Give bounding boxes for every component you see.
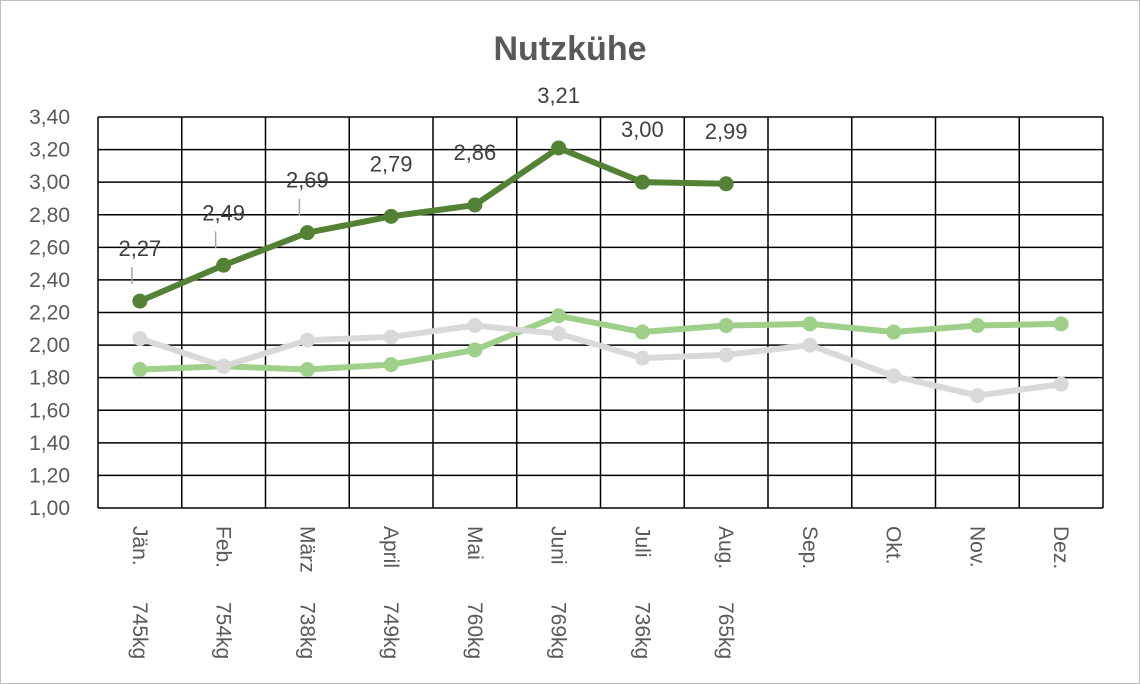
- data-label: 2,49: [202, 200, 245, 225]
- series-point: [718, 347, 734, 363]
- y-tick-label: 1,00: [29, 497, 70, 520]
- x-tick-label: Okt.: [882, 526, 905, 565]
- x-tick-label: Feb.754kg: [212, 526, 235, 659]
- x-tick-label: Aug.765kg: [714, 526, 737, 659]
- series-point: [969, 318, 985, 334]
- data-label: 2,86: [453, 140, 496, 165]
- series-point: [634, 350, 650, 366]
- series-point: [383, 357, 399, 373]
- y-tick-label: 1,20: [29, 464, 70, 487]
- series-point: [132, 293, 148, 309]
- y-tick-label: 1,80: [29, 367, 70, 390]
- series-point: [634, 324, 650, 340]
- y-tick-label: 2,40: [29, 269, 70, 292]
- series-line: [136, 322, 1065, 399]
- y-tick-label: 1,60: [29, 399, 70, 422]
- data-label: 2,69: [286, 168, 329, 193]
- series-point: [467, 318, 483, 334]
- x-tick-label: Juli736kg: [630, 526, 653, 659]
- series-line: [136, 144, 730, 305]
- series-line: [136, 312, 1065, 373]
- series-point: [132, 331, 148, 347]
- data-label: 3,21: [537, 83, 580, 108]
- series-point: [886, 324, 902, 340]
- y-tick-label: 2,00: [29, 334, 70, 357]
- series-point: [216, 257, 232, 273]
- series-point: [299, 332, 315, 348]
- series-point: [551, 140, 567, 156]
- y-tick-label: 1,40: [29, 432, 70, 455]
- series-point: [1053, 376, 1069, 392]
- series-point: [299, 225, 315, 241]
- chart-title: Nutzkühe: [493, 30, 647, 68]
- series-point: [132, 362, 148, 378]
- x-tick-label: Jän.745kg: [128, 526, 151, 659]
- series-point: [383, 208, 399, 224]
- y-tick-label: 2,80: [29, 204, 70, 227]
- x-tick-label: Nov.: [965, 526, 988, 568]
- series-point: [467, 197, 483, 213]
- x-tick-label: April749kg: [379, 526, 402, 659]
- data-label: 2,27: [118, 236, 161, 261]
- series-point: [551, 308, 567, 324]
- series-point: [969, 388, 985, 404]
- x-tick-label: März738kg: [295, 526, 318, 659]
- y-tick-label: 3,40: [29, 106, 70, 129]
- data-label: 2,79: [370, 151, 413, 176]
- series-point: [802, 337, 818, 353]
- y-tick-label: 3,20: [29, 139, 70, 162]
- x-tick-label: Mai760kg: [463, 526, 486, 659]
- series-point: [467, 342, 483, 358]
- series-point: [718, 176, 734, 192]
- y-tick-label: 2,20: [29, 302, 70, 325]
- series-point: [1053, 316, 1069, 332]
- y-tick-label: 3,00: [29, 171, 70, 194]
- x-tick-label: Dez.: [1049, 526, 1072, 569]
- series-point: [216, 358, 232, 374]
- data-label: 2,99: [705, 119, 748, 144]
- data-label: 3,00: [621, 117, 664, 142]
- y-tick-label: 2,60: [29, 236, 70, 259]
- x-tick-label: Juni769kg: [547, 526, 570, 659]
- series-point: [551, 326, 567, 342]
- series-point: [299, 362, 315, 378]
- x-tick-label: Sep.: [798, 526, 821, 569]
- series-point: [718, 318, 734, 334]
- series-point: [802, 316, 818, 332]
- series-point: [886, 368, 902, 384]
- series-point: [383, 329, 399, 345]
- series-point: [634, 174, 650, 190]
